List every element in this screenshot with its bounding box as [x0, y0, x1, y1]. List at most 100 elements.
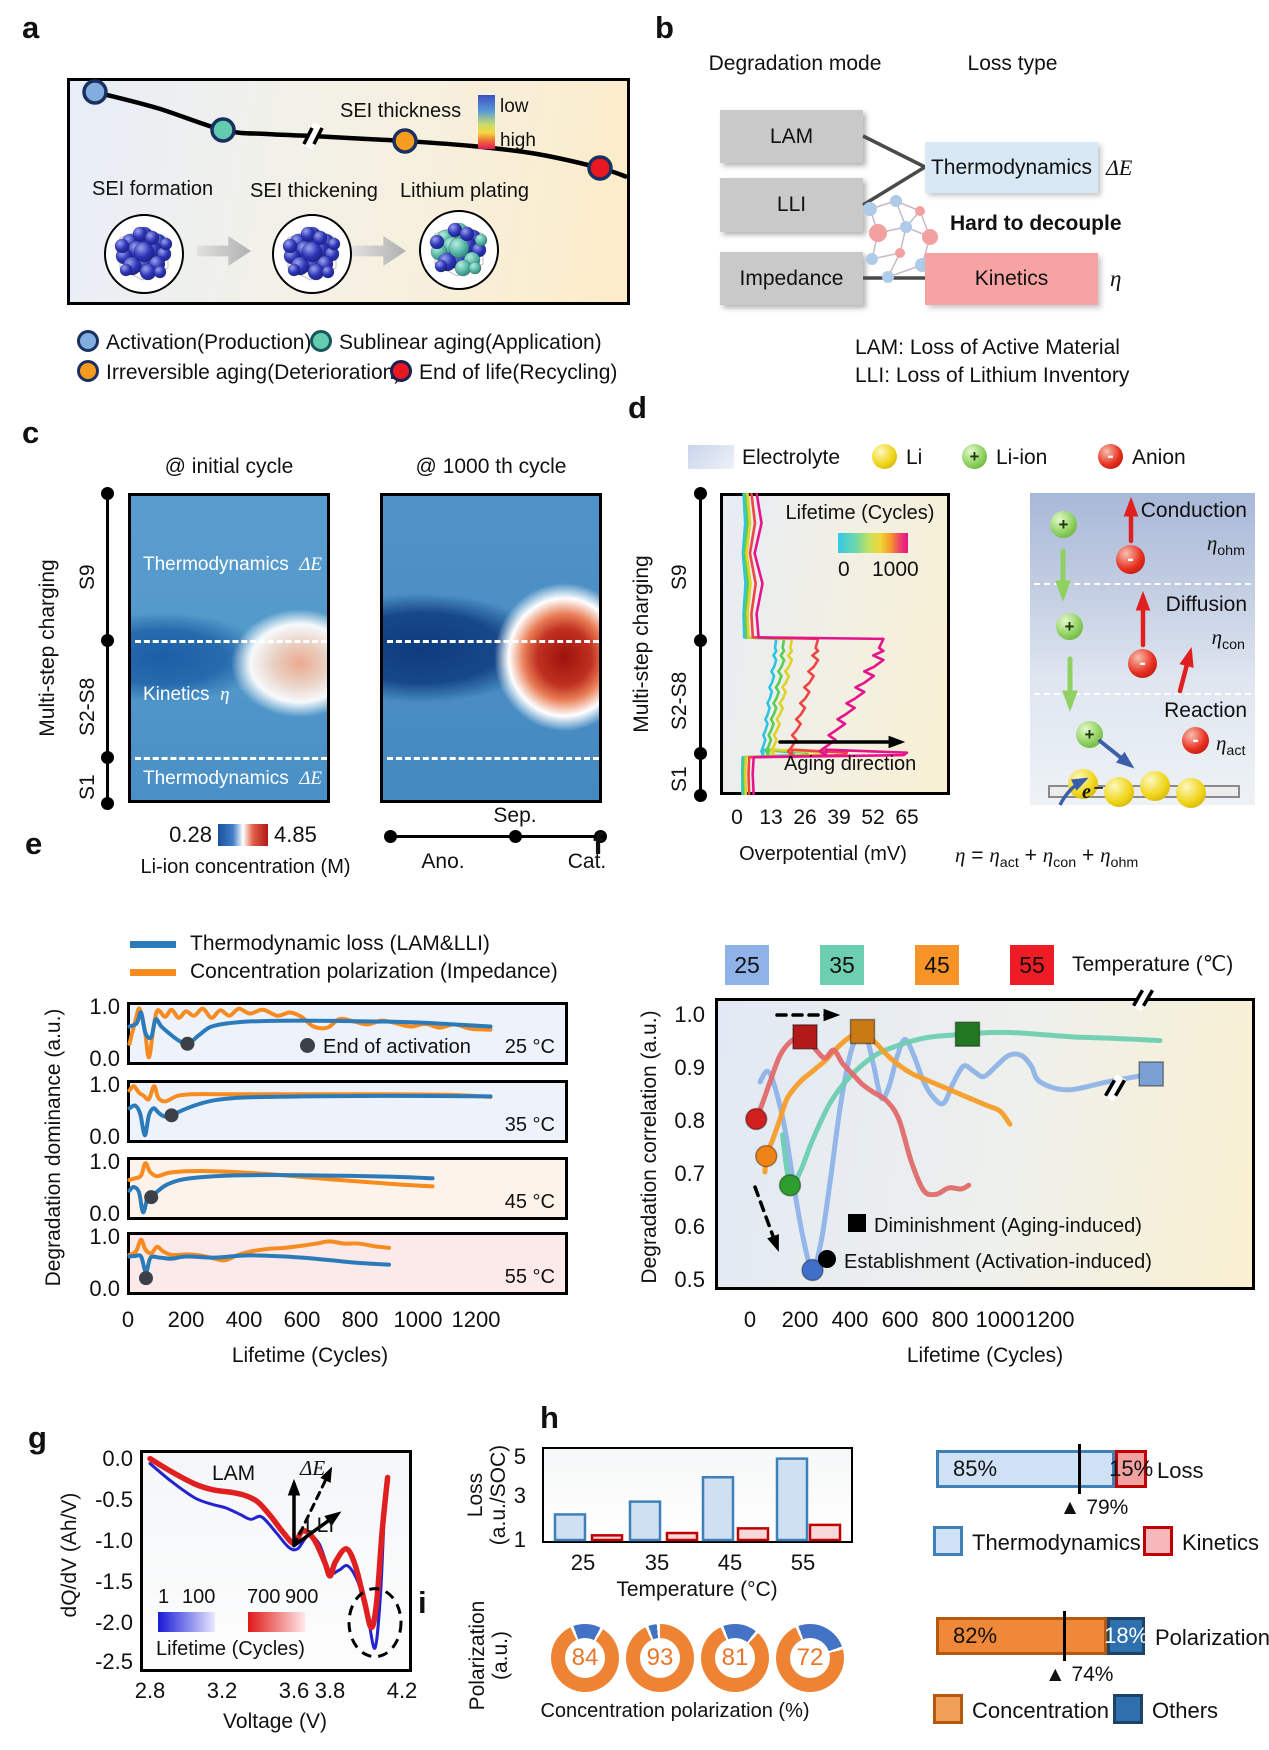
eta-ohm: ηohm [1206, 531, 1245, 560]
electrode-axis [390, 835, 600, 838]
others-segment: 18% [1104, 1617, 1148, 1655]
lam-annotation: LAM [212, 1462, 256, 1485]
lli-box: LLI [720, 178, 863, 232]
irreversible-dot-icon [77, 360, 99, 382]
sei-thickening-inset [272, 214, 352, 294]
f-ytick: 0.6 [674, 1214, 705, 1239]
g-plot-box [140, 1450, 412, 1672]
temp-square-35: 35 [820, 945, 864, 985]
cat-label: Cat. [567, 850, 607, 873]
ano-label: Ano. [421, 850, 465, 873]
impedance-text: Impedance [739, 266, 844, 290]
axis-dot [694, 634, 707, 647]
e-curves-25 [127, 1006, 493, 1060]
anion-ball-icon: - [1128, 649, 1157, 678]
g-xtick: 4.2 [386, 1678, 418, 1703]
impedance-box: Impedance [720, 252, 863, 305]
dashed-divider [387, 640, 599, 643]
g-ytick: -1.0 [95, 1528, 133, 1553]
panel-g-label: g [28, 1420, 47, 1455]
li-label: Li [906, 446, 923, 469]
d-axis-title: Multi-step charging [630, 555, 653, 733]
li-concentration-colorbar [218, 824, 268, 846]
e-ytick: 1.0 [89, 1149, 120, 1174]
polarization-marker-value: ▲ 74% [1044, 1663, 1114, 1686]
c-seg-s9: S9 [76, 564, 99, 590]
eta-symbol: η [1110, 266, 1122, 291]
region-thermo-top: Thermodynamics ΔE [143, 554, 323, 575]
degradation-mode-header: Degradation mode [708, 52, 882, 75]
panel-d-label: d [628, 390, 647, 425]
d-xtick: 52 [861, 806, 885, 829]
eta-act: ηact [1216, 731, 1246, 760]
endoflife-dot-icon [390, 360, 412, 382]
e-subplot-45 [127, 1157, 568, 1220]
loss-type-header: Loss type [967, 52, 1058, 75]
colorbar-low-label: low [500, 96, 529, 117]
electrolyte-swatch-icon [688, 445, 734, 469]
panel-f-label: f [593, 826, 604, 861]
temp-label-25: 25 °C [504, 1036, 555, 1058]
f-x-label: Lifetime (Cycles) [906, 1344, 1064, 1367]
kinetics-text: Kinetics [974, 267, 1049, 290]
heatmap-1000 [380, 493, 602, 803]
c-seg-s2s8: S2-S8 [76, 677, 99, 736]
red-lifetime-gradient [248, 1612, 305, 1632]
thermo-line-swatch [130, 941, 176, 948]
lam-footnote: LAM: Loss of Active Material [855, 336, 1120, 359]
e-xtick: 1000 [393, 1307, 443, 1332]
d-seg-s1: S1 [668, 766, 691, 792]
temp-label-45: 45 °C [504, 1191, 555, 1213]
lli-footnote: LLI: Loss of Lithium Inventory [855, 364, 1130, 387]
electrolyte-label: Electrolyte [742, 446, 841, 469]
connector-lines [862, 134, 926, 280]
d-seg-s9: S9 [668, 564, 691, 590]
sei-thickness-label: SEI thickness [340, 100, 462, 122]
legend-activation: Activation(Production) [106, 331, 312, 354]
electron-label: e⁻ [1082, 781, 1102, 803]
kinetics-legend-swatch [1143, 1526, 1173, 1556]
g-xtick: 3.2 [206, 1678, 238, 1703]
region-thermo-bottom: Thermodynamics ΔE [143, 768, 323, 789]
diffusion-label: Diffusion [1165, 593, 1247, 616]
panel-i-label: i [418, 1585, 427, 1620]
e-ytick: 0.0 [89, 1201, 120, 1226]
hard-to-decouple: Hard to decouple [950, 212, 1122, 235]
donut-35: 93 [626, 1624, 694, 1692]
dashed-divider [135, 757, 327, 760]
temp-square-55: 55 [1010, 945, 1054, 985]
anion-ball-icon: - [1098, 444, 1123, 469]
axis-dot [384, 830, 397, 843]
f-curves [745, 984, 1164, 1282]
others-legend-label: Others [1152, 1698, 1219, 1723]
h-xtick: 55 [790, 1550, 816, 1575]
colorbar-high-label: high [500, 130, 536, 151]
d-xtick: 65 [895, 806, 919, 829]
e-y-label: Degradation dominance (a.u.) [42, 1008, 65, 1287]
loss-bars [553, 1457, 842, 1542]
temp-square-25: 25 [725, 945, 769, 985]
panel-b-label: b [655, 10, 674, 45]
g-ytick: -2.0 [95, 1610, 133, 1635]
g-leg-700: 700 [247, 1586, 281, 1608]
f-ytick: 0.5 [674, 1267, 705, 1292]
d-xtick: 0 [731, 806, 743, 829]
delta-e-annotation: ΔE [300, 1456, 326, 1480]
li-ball-icon [1176, 778, 1206, 808]
e-curves-45 [127, 1161, 435, 1215]
axis-dot [101, 797, 114, 810]
cbar-max: 4.85 [274, 822, 317, 847]
e-xtick: 600 [283, 1307, 321, 1332]
overpotential-plot-box [720, 493, 950, 795]
axis-dot [101, 634, 114, 647]
dashed-divider [1034, 693, 1251, 695]
polarization-bar-label: Polarization [1155, 1625, 1269, 1650]
e-ytick: 1.0 [89, 994, 120, 1019]
g-xtick: 2.8 [134, 1678, 166, 1703]
panel-e-label: e [25, 826, 43, 861]
cbar-min: 0.28 [169, 822, 212, 847]
axis-dot [101, 751, 114, 764]
g-ytick: -2.5 [95, 1649, 133, 1674]
i-x-label: Concentration polarization (%) [540, 1700, 810, 1722]
thermo-legend-label: Thermodynamics [972, 1530, 1141, 1555]
